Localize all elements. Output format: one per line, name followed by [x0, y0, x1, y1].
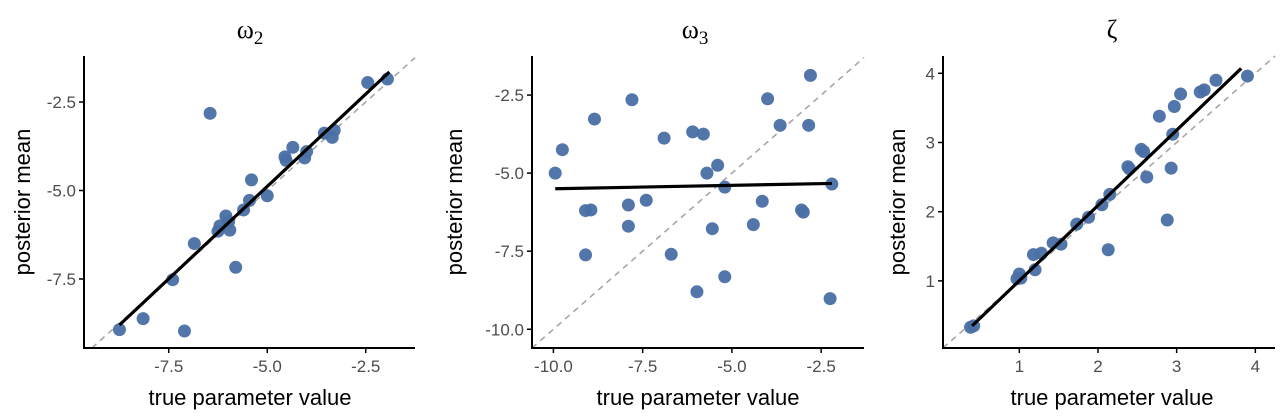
x-axis-title: true parameter value — [149, 385, 352, 410]
data-point — [286, 140, 300, 154]
data-point — [1197, 83, 1211, 97]
y-tick-label: 1 — [926, 272, 935, 291]
data-point — [700, 166, 714, 180]
data-point — [1152, 109, 1166, 123]
data-point — [1160, 213, 1174, 227]
y-tick-label: -2.5 — [495, 86, 524, 105]
data-point — [746, 218, 760, 232]
data-point — [1137, 144, 1151, 158]
data-point — [229, 260, 243, 274]
y-tick-label: -2.5 — [47, 93, 76, 112]
data-point — [361, 76, 375, 90]
data-point — [325, 130, 339, 144]
regression-line — [971, 67, 1243, 328]
regression-line — [555, 181, 832, 191]
x-tick-label: -2.5 — [807, 357, 836, 376]
data-point — [761, 92, 775, 106]
data-point — [718, 180, 732, 194]
data-point — [177, 324, 191, 338]
data-point — [1209, 73, 1223, 87]
data-point — [657, 131, 671, 145]
x-axis-title: true parameter value — [1011, 385, 1214, 410]
panel-zeta: ζ 1 2 3 4 1 2 3 4 true parameter value posterio… — [885, 15, 1276, 410]
x-tick-label: 2 — [1093, 357, 1102, 376]
panel-title: ζ — [1107, 15, 1118, 44]
data-point — [1240, 69, 1254, 83]
x-tick-label: 1 — [1015, 357, 1024, 376]
panel-omega2: ω2 -7.5 -5.0 -2.5 -2.5 -5.0 -7.5 true paramet… — [10, 15, 416, 410]
data-point — [664, 247, 678, 261]
data-point — [1054, 237, 1068, 251]
y-tick-label: -5.0 — [47, 181, 76, 200]
plot-area: 1 2 3 4 1 2 3 4 — [926, 55, 1276, 376]
data-point — [1101, 243, 1115, 257]
x-tick-label: -2.5 — [351, 357, 380, 376]
data-point — [690, 285, 704, 299]
data-point — [621, 198, 635, 212]
data-point — [187, 237, 201, 251]
data-point — [244, 173, 258, 187]
y-tick-label: -7.5 — [47, 270, 76, 289]
data-point — [621, 219, 635, 233]
data-point — [755, 194, 769, 208]
data-point — [796, 205, 810, 219]
data-point — [203, 106, 217, 120]
data-point — [1167, 100, 1181, 114]
x-tick-label: 3 — [1172, 357, 1181, 376]
data-point — [802, 118, 816, 132]
regression-line — [118, 70, 391, 327]
data-point — [112, 323, 126, 337]
identity-line — [942, 55, 1276, 349]
x-tick-label: -5.0 — [253, 357, 282, 376]
data-point — [1164, 161, 1178, 175]
y-axis-title: posterior mean — [10, 129, 35, 276]
data-point — [773, 118, 787, 132]
y-tick-label: 3 — [926, 133, 935, 152]
y-tick-label: -10.0 — [485, 320, 524, 339]
data-point — [718, 270, 732, 284]
data-point — [705, 222, 719, 236]
data-point — [555, 143, 569, 157]
data-point — [803, 68, 817, 82]
data-point — [136, 312, 150, 326]
data-point — [686, 125, 700, 139]
y-tick-label: 4 — [926, 64, 935, 83]
data-point — [1095, 198, 1109, 212]
data-point — [1082, 210, 1096, 224]
y-axis-title: posterior mean — [885, 129, 910, 276]
data-point — [260, 189, 274, 203]
data-point — [548, 166, 562, 180]
data-point — [579, 248, 593, 262]
data-point — [587, 112, 601, 126]
data-point — [711, 158, 725, 172]
x-tick-label: 4 — [1251, 357, 1260, 376]
data-point — [625, 93, 639, 107]
data-point — [243, 193, 256, 207]
data-point — [639, 193, 653, 207]
x-tick-label: -7.5 — [628, 357, 657, 376]
x-axis-title: true parameter value — [597, 385, 800, 410]
y-tick-label: -7.5 — [495, 242, 524, 261]
identity-line — [531, 56, 865, 349]
panel-title: ω2 — [237, 15, 264, 49]
data-point — [1174, 87, 1188, 101]
x-tick-label: -10.0 — [534, 357, 573, 376]
data-point — [584, 203, 598, 217]
x-tick-label: -5.0 — [717, 357, 746, 376]
plot-area: -7.5 -5.0 -2.5 -2.5 -5.0 -7.5 — [47, 56, 416, 376]
data-point — [1140, 170, 1154, 184]
y-tick-label: -5.0 — [495, 164, 524, 183]
panel-title: ω3 — [682, 15, 709, 49]
y-tick-label: 2 — [926, 203, 935, 222]
data-point — [696, 127, 710, 141]
plot-area: -10.0 -7.5 -5.0 -2.5 -2.5 -5.0 -7.5 -10.0 — [485, 56, 865, 376]
x-tick-label: -7.5 — [154, 357, 183, 376]
data-point — [823, 292, 837, 306]
panel-omega3: ω3 -10.0 -7.5 -5.0 -2.5 -2.5 -5.0 -7.5 -10.0 tr… — [442, 15, 865, 410]
y-axis-title: posterior mean — [442, 129, 467, 276]
